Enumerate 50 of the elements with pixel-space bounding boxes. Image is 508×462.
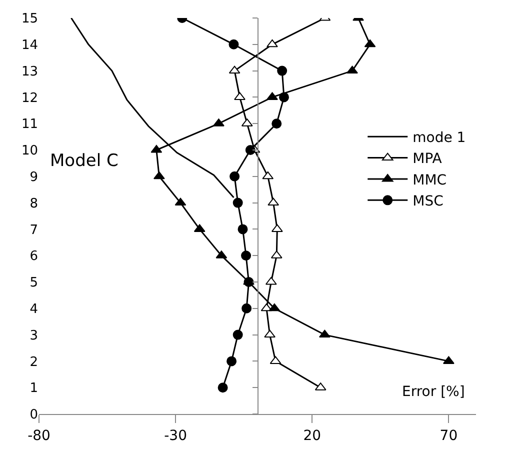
point — [364, 39, 376, 48]
point — [232, 330, 243, 340]
y-tick-label: 5 — [30, 276, 38, 291]
x-tick-label: 20 — [303, 428, 322, 444]
point — [272, 118, 282, 129]
legend-label: MPA — [412, 151, 442, 168]
point — [245, 145, 256, 155]
point — [262, 171, 274, 180]
point — [230, 171, 240, 182]
legend-label: mode 1 — [412, 130, 466, 146]
point — [228, 39, 239, 50]
y-tick-label: 14 — [21, 38, 38, 53]
point — [277, 66, 288, 76]
y-tick-label: 8 — [30, 196, 38, 212]
point — [264, 330, 276, 338]
y-tick-label: 4 — [30, 302, 38, 317]
point — [266, 39, 278, 48]
legend-label: MSC — [412, 194, 444, 210]
y-tick-label: 11 — [21, 117, 38, 132]
legend-label: MMC — [412, 172, 447, 188]
point — [153, 171, 165, 180]
y-tick-label: 12 — [21, 90, 38, 106]
y-tick-label: 15 — [21, 12, 38, 27]
annotation: Model C — [50, 151, 118, 171]
y-tick-label: 0 — [30, 408, 38, 423]
x-tick-label: 70 — [440, 428, 458, 444]
x-axis-title: Error [%] — [402, 384, 465, 400]
y-tick-label: 7 — [30, 222, 38, 238]
point — [268, 303, 280, 312]
y-tick-label: 2 — [30, 354, 38, 370]
point — [278, 92, 289, 102]
point — [174, 198, 186, 206]
point — [318, 330, 330, 338]
x-tick-label: -30 — [164, 428, 187, 444]
y-tick-label: 9 — [30, 170, 38, 185]
y-tick-label: 3 — [30, 328, 38, 344]
y-tick-label: 6 — [30, 249, 38, 264]
point — [346, 66, 358, 74]
point — [268, 198, 280, 206]
point — [228, 66, 240, 74]
point — [242, 303, 252, 314]
x-tick-label: -80 — [28, 428, 50, 444]
y-tick-label: 10 — [21, 144, 38, 159]
point — [241, 250, 252, 261]
point — [232, 198, 243, 208]
point — [218, 382, 228, 393]
point — [226, 356, 237, 366]
y-tick-label: 13 — [21, 64, 38, 80]
point — [238, 224, 248, 234]
y-tick-label: 1 — [30, 381, 38, 396]
